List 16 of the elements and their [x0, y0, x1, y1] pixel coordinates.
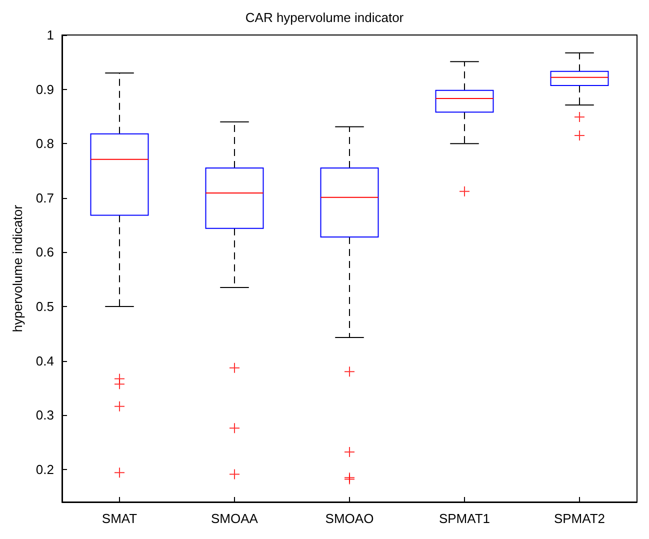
- chart-title: CAR hypervolume indicator: [245, 10, 404, 25]
- y-tick-label: 0.7: [36, 190, 54, 206]
- y-tick-label: 0.5: [36, 299, 54, 314]
- y-tick-label: 0.2: [36, 462, 54, 477]
- x-tick-label: SMOAA: [211, 511, 258, 526]
- x-tick-label: SMAT: [102, 511, 138, 526]
- x-tick-label: SPMAT1: [438, 511, 490, 526]
- y-tick-label: 0.6: [36, 244, 54, 260]
- x-tick-label: SPMAT2: [554, 511, 606, 526]
- y-tick-label: 0.4: [36, 353, 54, 368]
- x-tick-label: SMOAO: [325, 511, 374, 526]
- y-tick-label: 1: [46, 28, 54, 42]
- y-tick-label: 0.3: [36, 408, 54, 423]
- y-tick-label: 0.8: [36, 136, 54, 152]
- y-axis-title: hypervolume indicator: [10, 204, 25, 332]
- y-tick-label: 0.9: [36, 82, 54, 97]
